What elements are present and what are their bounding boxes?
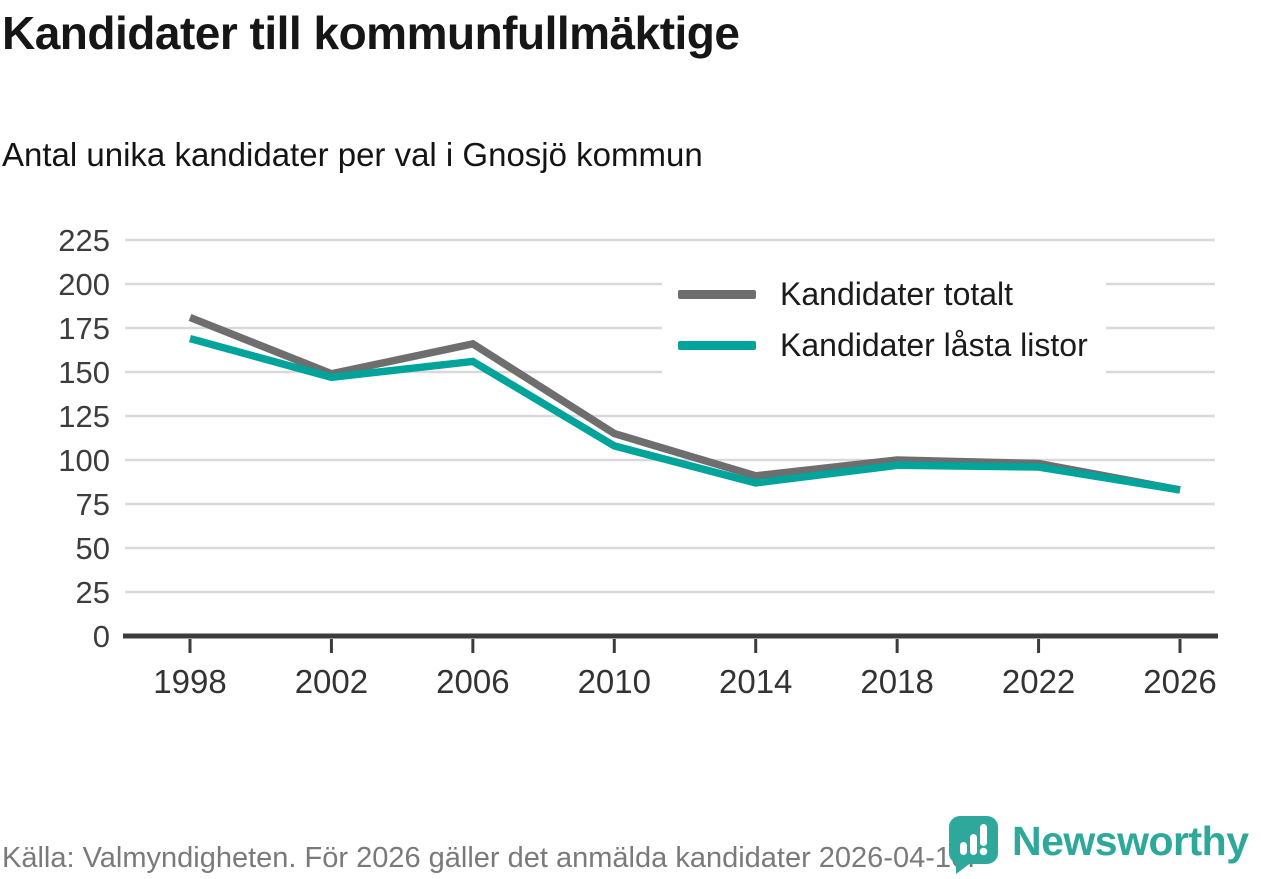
newsworthy-branding: Newsworthy	[948, 815, 1249, 875]
y-tick-label: 200	[58, 267, 110, 302]
y-tick-label: 125	[58, 399, 110, 434]
x-tick-label: 2022	[1002, 663, 1075, 700]
y-tick-label: 100	[58, 443, 110, 478]
legend-item: Kandidater totalt	[678, 276, 1088, 313]
x-tick-label: 2026	[1143, 663, 1216, 700]
y-tick-label: 175	[58, 311, 110, 346]
legend-swatch	[678, 341, 756, 350]
x-tick-label: 2010	[578, 663, 651, 700]
chart-subtitle: Antal unika kandidater per val i Gnosjö …	[2, 136, 703, 173]
y-tick-label: 50	[76, 531, 110, 566]
series-line-kandidater-l-sta-listor	[189, 334, 1181, 494]
legend-swatch	[678, 290, 756, 299]
chart-legend: Kandidater totalt Kandidater låsta listor	[662, 268, 1106, 376]
x-tick-label: 2018	[860, 663, 933, 700]
line-chart: 0 25 50 75 100 125 150 175 200 225 1998 2002 2006 201…	[58, 223, 1218, 700]
source-note: Källa: Valmyndigheten. För 2026 gäller d…	[2, 842, 976, 874]
brand-wordmark: Newsworthy	[1012, 817, 1249, 864]
y-tick-label: 225	[58, 223, 110, 258]
y-tick-label: 75	[76, 487, 110, 522]
y-tick-label: 150	[58, 355, 110, 390]
legend-item: Kandidater låsta listor	[678, 327, 1088, 364]
legend-label: Kandidater totalt	[780, 276, 1014, 312]
x-tick-label: 2014	[719, 663, 792, 700]
y-tick-label: 25	[76, 575, 110, 610]
bar-chart-speech-bubble-icon	[949, 816, 998, 874]
x-tick-label: 1998	[153, 663, 226, 700]
x-tick-label: 2002	[295, 663, 368, 700]
x-tick-label: 2006	[436, 663, 509, 700]
series-line-kandidater-totalt	[188, 313, 1181, 494]
y-tick-label: 0	[93, 619, 110, 654]
legend-label: Kandidater låsta listor	[780, 327, 1088, 363]
page-title: Kandidater till kommunfullmäktige	[2, 7, 740, 59]
